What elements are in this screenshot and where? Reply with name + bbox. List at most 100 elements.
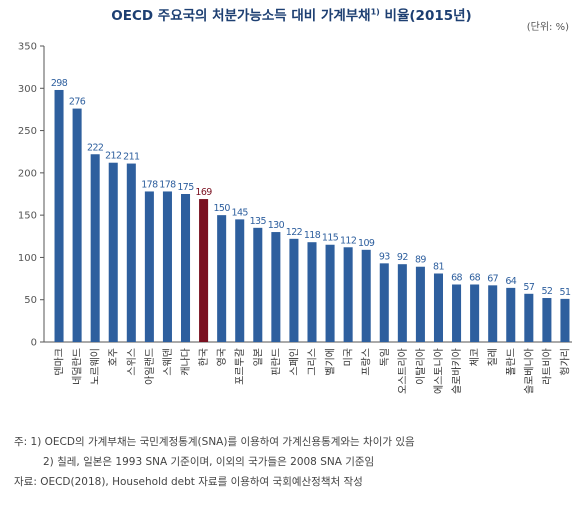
bar-value-label: 212 — [105, 151, 122, 162]
bar — [126, 163, 136, 342]
y-tick-label: 50 — [24, 295, 37, 306]
bar — [361, 249, 371, 342]
bar-value-label: 118 — [304, 230, 321, 241]
bar-value-label: 112 — [340, 235, 357, 246]
bar-value-label: 135 — [250, 216, 267, 227]
x-tick-label: 캐나다 — [180, 348, 192, 376]
y-tick-label: 300 — [18, 84, 37, 95]
x-tick-label: 포르투갈 — [233, 348, 246, 385]
x-tick-label: 스위스 — [125, 348, 138, 376]
chart-title-text: OECD 주요국의 처분가능소득 대비 가계부채 — [111, 8, 371, 24]
bar-value-label: 169 — [195, 187, 212, 198]
chart-title-suffix: 비율(2015년) — [379, 8, 472, 24]
x-tick-label: 에스토니아 — [433, 348, 445, 394]
x-tick-label: 호주 — [108, 348, 120, 366]
x-tick-label: 그리스 — [307, 348, 319, 376]
bar — [235, 219, 245, 342]
x-tick-label: 프랑스 — [361, 348, 373, 376]
bar — [325, 244, 335, 342]
bar-value-label: 64 — [505, 276, 516, 287]
x-tick-label: 체코 — [469, 348, 481, 366]
x-tick-label: 일본 — [252, 348, 264, 366]
bar-value-label: 130 — [268, 220, 285, 231]
bar-value-label: 52 — [541, 286, 552, 297]
y-tick-label: 250 — [18, 126, 37, 137]
bar — [397, 264, 407, 342]
bar-value-label: 150 — [213, 203, 230, 214]
bar-value-label: 115 — [322, 233, 339, 244]
bar — [253, 227, 263, 342]
y-tick-label: 200 — [18, 168, 37, 179]
bar-value-label: 92 — [397, 252, 408, 263]
source-note: 자료: OECD(2018), Household debt 자료를 이용하여 … — [14, 476, 363, 488]
bar — [217, 215, 227, 342]
y-tick-label: 100 — [18, 253, 37, 264]
bar — [415, 266, 425, 342]
bar-value-label: 122 — [286, 227, 303, 238]
x-tick-label: 라트비아 — [541, 348, 553, 385]
bar — [506, 287, 516, 342]
bar — [108, 162, 118, 342]
footnotes: 주: 1) OECD의 가계부채는 국민계정통계(SNA)를 이용하여 가계신용… — [14, 432, 415, 492]
bar — [162, 191, 172, 342]
x-tick-label: 폴란드 — [505, 348, 517, 376]
bar-chart: 0 50 100 150 200 250 300 350 298 덴마크 276 네덜란드 222 노르웨… — [18, 42, 572, 394]
y-tick-label: 0 — [31, 338, 37, 349]
bar — [289, 238, 299, 342]
bar-value-label: 211 — [123, 152, 140, 163]
y-tick-label: 150 — [18, 211, 37, 222]
bar — [307, 242, 317, 342]
bar-value-label: 178 — [159, 179, 176, 190]
chart-title: OECD 주요국의 처분가능소득 대비 가계부채1) 비율(2015년) — [0, 4, 583, 25]
footnote-1: 주: 1) OECD의 가계부채는 국민계정통계(SNA)를 이용하여 가계신용… — [14, 436, 415, 448]
bar — [199, 199, 209, 342]
x-tick-label: 스웨덴 — [162, 348, 174, 376]
bar — [452, 284, 462, 342]
bar — [542, 298, 552, 342]
bar — [379, 263, 389, 342]
bar-value-label: 68 — [451, 272, 462, 283]
bar — [90, 154, 100, 342]
footnote-2: 2) 칠레, 일본은 1993 SNA 기준이며, 이외의 국가들은 2008 … — [43, 456, 375, 468]
bar — [524, 293, 534, 342]
x-tick-label: 칠레 — [487, 348, 499, 366]
x-tick-label: 네덜란드 — [72, 348, 84, 385]
x-tick-label: 한국 — [198, 348, 210, 366]
x-tick-label: 덴마크 — [54, 348, 66, 376]
bar — [560, 298, 570, 342]
unit-label: (단위: %) — [526, 22, 569, 33]
bar-value-label: 89 — [415, 255, 426, 266]
bar — [343, 247, 353, 342]
x-tick-label: 노르웨이 — [90, 348, 102, 385]
bar-value-label: 51 — [560, 287, 571, 298]
x-tick-label: 영국 — [216, 348, 228, 366]
bar-value-label: 178 — [141, 179, 158, 190]
x-tick-label: 핀란드 — [270, 348, 282, 376]
x-tick-label: 미국 — [343, 348, 355, 366]
x-tick-label: 벨기에 — [325, 348, 337, 376]
x-tick-label: 헝가리 — [559, 348, 571, 376]
bar — [433, 273, 443, 342]
y-tick-label: 350 — [18, 42, 37, 53]
x-tick-label: 이탈리아 — [414, 348, 427, 385]
bar-value-label: 298 — [51, 78, 68, 89]
x-tick-label: 슬로바키아 — [451, 348, 463, 394]
bar-value-label: 93 — [379, 251, 390, 262]
chart-title-footnote-mark: 1) — [370, 7, 380, 17]
bar-value-label: 67 — [487, 273, 498, 284]
bar-value-label: 109 — [358, 238, 375, 249]
bar — [181, 194, 191, 342]
bar — [54, 89, 64, 342]
bar — [488, 285, 498, 342]
x-tick-label: 스페인 — [288, 348, 300, 376]
bar — [271, 232, 281, 342]
bar-value-label: 81 — [433, 261, 444, 272]
bar-value-label: 145 — [232, 207, 249, 218]
x-tick-label: 슬로베니아 — [523, 348, 535, 394]
bar-value-label: 222 — [87, 142, 104, 153]
x-tick-label: 오스트리아 — [397, 348, 409, 394]
bar — [470, 284, 480, 342]
bar-value-label: 276 — [69, 97, 86, 108]
bar — [144, 191, 154, 342]
bar-value-label: 57 — [523, 282, 534, 293]
